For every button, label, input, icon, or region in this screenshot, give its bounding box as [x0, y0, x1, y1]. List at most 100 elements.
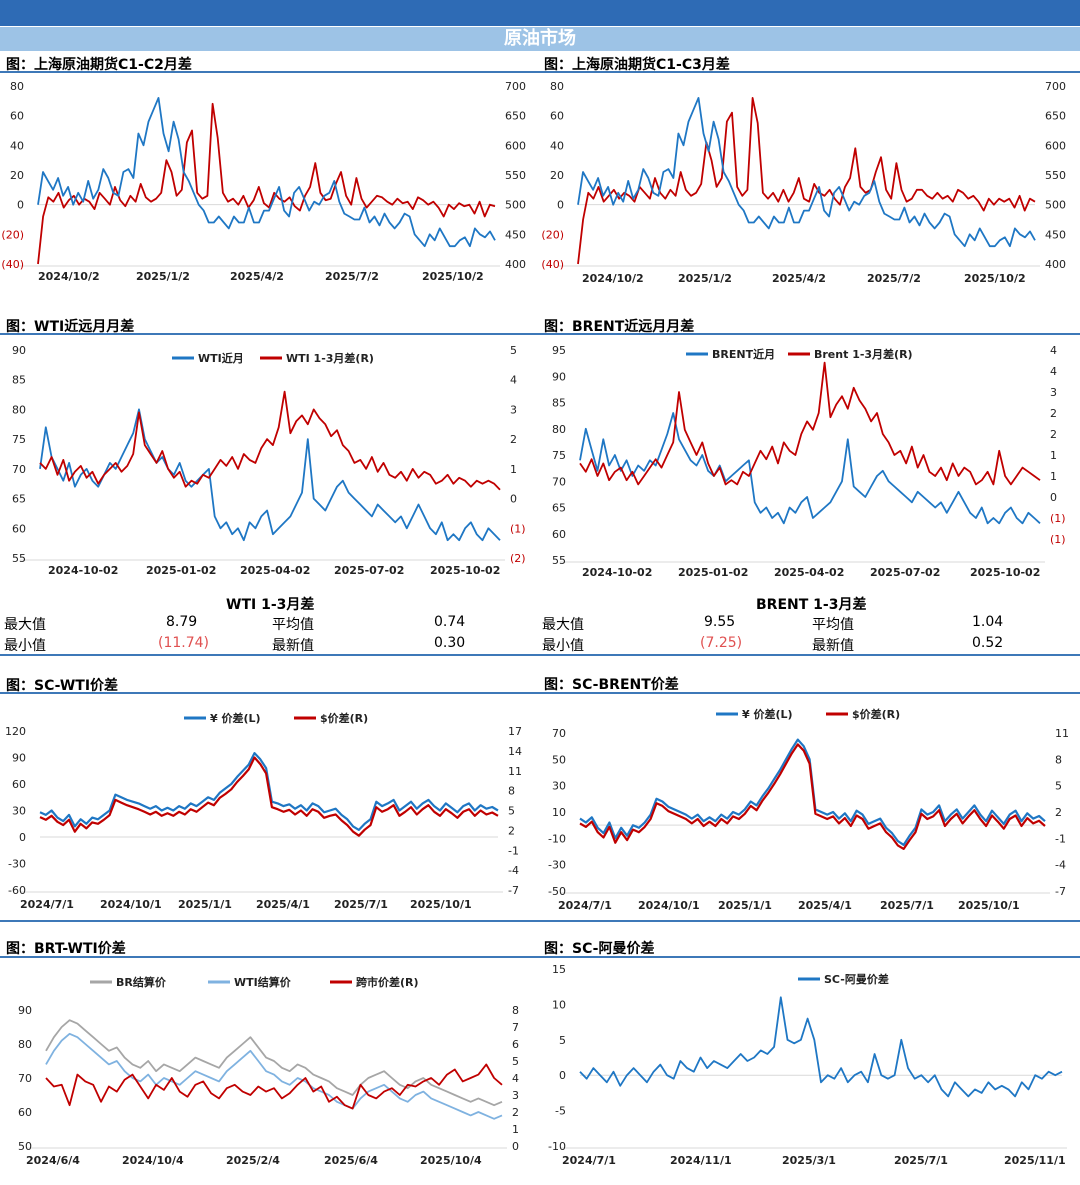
left-tick-label: 50 — [552, 753, 566, 766]
left-tick-label: 10 — [552, 806, 566, 819]
left-tick-label: 60 — [18, 1106, 32, 1119]
chart-brent-spread: 95 90 85 80 75 70 65 60 55 4 4 3 2 2 1 1 0 (1) (1) 2024-10-… — [552, 344, 1066, 579]
page-title: 原油市场 — [0, 27, 1080, 51]
left-tick-label: 5 — [559, 1034, 566, 1047]
legend-label: 跨市价差(R) — [356, 975, 419, 989]
left-tick-label: 55 — [552, 554, 566, 567]
right-tick-label: 8 — [512, 1004, 519, 1017]
x-tick-label: 2024-10-02 — [582, 566, 652, 579]
right-tick-label: 3 — [510, 403, 517, 416]
left-tick-label: 80 — [550, 80, 564, 93]
right-tick-label: (1) — [510, 522, 526, 535]
left-tick-label: 90 — [552, 370, 566, 383]
right-tick-label: 3 — [1050, 386, 1057, 399]
x-tick-label: 2025-01-02 — [678, 566, 748, 579]
chart-sc-c1c2: 80 60 40 20 0 (20) (40) 700 650 600 550 500 450 400 20… — [1, 80, 526, 283]
right-tick-label: 5 — [1055, 780, 1062, 793]
x-tick-label: 2024/6/4 — [26, 1154, 80, 1167]
chart-title-wti-spread: 图：WTI近远月月差 — [6, 319, 135, 335]
x-tick-label: 2025/2/4 — [226, 1154, 280, 1167]
left-tick-label: -10 — [548, 1140, 566, 1153]
x-tick-label: 2024/10/2 — [38, 270, 100, 283]
right-tick-label: 6 — [512, 1038, 519, 1051]
right-tick-label: 4 — [1050, 365, 1057, 378]
left-tick-label: 0 — [19, 831, 26, 844]
legend-label: WTI 1-3月差(R) — [286, 351, 374, 365]
left-tick-label: 95 — [552, 344, 566, 357]
right-tick-label: 2 — [1050, 428, 1057, 441]
top-bar — [0, 0, 1080, 26]
series-line-1 — [39, 756, 499, 837]
max-label: 最大值 — [542, 617, 584, 633]
right-tick-label: 1 — [512, 1123, 519, 1136]
stats-table-brent: 最大值 9.55 平均值 1.04 最小值 (7.25) 最新值 0.52 — [540, 614, 1080, 654]
left-tick-label: 55 — [12, 552, 26, 565]
x-tick-label: 2025/1/2 — [136, 270, 190, 283]
chart-sc-brent: 70 50 30 10 -10 -30 -50 11 8 5 2 -1 -4 -7 2024/7/1 2024… — [548, 707, 1069, 912]
right-tick-label: 17 — [508, 725, 522, 738]
x-tick-label: 2024/10/1 — [638, 899, 700, 912]
right-tick-label: 5 — [512, 1055, 519, 1068]
stats-table-wti: 最大值 8.79 平均值 0.74 最小值 (11.74) 最新值 0.30 — [0, 614, 540, 654]
left-tick-label: 20 — [550, 169, 564, 182]
left-tick-label: 15 — [552, 963, 566, 976]
right-tick-label: 0 — [512, 1140, 519, 1153]
right-tick-label: 600 — [1045, 139, 1066, 152]
right-tick-label: 650 — [505, 110, 526, 123]
x-tick-label: 2025/10/1 — [410, 898, 472, 911]
left-tick-label: (40) — [1, 258, 24, 271]
legend-label: $价差(R) — [320, 711, 368, 725]
left-tick-label: 50 — [18, 1140, 32, 1153]
right-tick-label: 650 — [1045, 110, 1066, 123]
left-tick-label: -30 — [548, 859, 566, 872]
left-tick-label: 30 — [552, 780, 566, 793]
chart-title-sc-c1c3: 图：上海原油期货C1-C3月差 — [544, 57, 730, 73]
right-tick-label: 8 — [1055, 753, 1062, 766]
min-value: (7.25) — [700, 635, 743, 651]
left-tick-label: 60 — [12, 522, 26, 535]
right-tick-label: 500 — [505, 199, 526, 212]
series-line-1 — [39, 390, 501, 491]
right-tick-label: 1 — [1050, 449, 1057, 462]
right-tick-label: 2 — [1055, 806, 1062, 819]
min-label: 最小值 — [4, 638, 46, 654]
left-tick-label: 60 — [552, 528, 566, 541]
chart-title-brt-wti: 图：BRT-WTI价差 — [6, 941, 126, 957]
divider — [0, 333, 1080, 335]
x-tick-label: 2025/7/1 — [334, 898, 388, 911]
right-tick-label: 8 — [508, 785, 515, 798]
right-tick-label: -4 — [1055, 859, 1066, 872]
right-tick-label: 0 — [510, 493, 517, 506]
left-tick-label: (20) — [1, 228, 24, 241]
left-tick-label: 60 — [12, 778, 26, 791]
x-tick-label: 2025/6/4 — [324, 1154, 378, 1167]
chart-title-sc-oman: 图：SC-阿曼价差 — [544, 941, 655, 957]
x-tick-label: 2025/10/1 — [958, 899, 1020, 912]
legend-label: ¥ 价差(L) — [742, 707, 793, 721]
x-tick-label: 2025/3/1 — [782, 1154, 836, 1167]
max-label: 最大值 — [4, 617, 46, 633]
avg-label: 平均值 — [812, 617, 854, 633]
x-tick-label: 2025/7/1 — [894, 1154, 948, 1167]
left-tick-label: 90 — [12, 344, 26, 357]
x-tick-label: 2025/11/1 — [1004, 1154, 1066, 1167]
x-tick-label: 2024/7/1 — [20, 898, 74, 911]
series-line-0 — [579, 412, 1041, 525]
left-tick-label: (40) — [541, 258, 564, 271]
legend-label: WTI近月 — [198, 351, 244, 365]
right-tick-label: 550 — [1045, 169, 1066, 182]
x-tick-label: 2025-10-02 — [430, 564, 500, 577]
x-tick-label: 2025/7/2 — [325, 270, 379, 283]
left-tick-label: 70 — [552, 475, 566, 488]
right-tick-label: 4 — [1050, 344, 1057, 357]
min-value: (11.74) — [158, 635, 210, 651]
series-line-1 — [45, 1032, 503, 1120]
x-tick-label: 2024/7/1 — [558, 899, 612, 912]
right-tick-label: 1 — [510, 463, 517, 476]
series-line-0 — [39, 408, 501, 542]
divider — [0, 71, 1080, 73]
x-tick-label: 2025/10/2 — [964, 272, 1026, 285]
left-tick-label: -60 — [8, 884, 26, 897]
right-tick-label: 11 — [508, 765, 522, 778]
